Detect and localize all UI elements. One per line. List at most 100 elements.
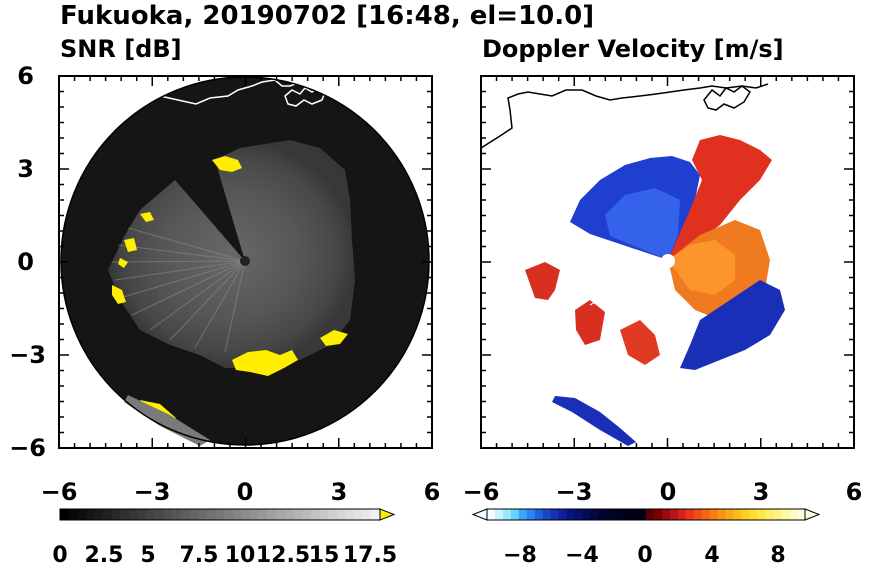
doppler-colorbar-swatch <box>487 509 496 520</box>
snr-colorbar-tick: 2.5 <box>85 543 124 568</box>
doppler-colorbar-swatch <box>638 509 647 520</box>
doppler-colorbar-swatch <box>725 509 734 520</box>
snr-colorbar-swatch <box>163 509 173 520</box>
snr-colorbar-swatch <box>172 509 182 520</box>
snr-colorbar-swatch <box>120 509 130 520</box>
snr-colorbar-swatch <box>293 509 303 520</box>
doppler-colorbar-swatch <box>646 509 655 520</box>
doppler-colorbar-swatch <box>606 509 615 520</box>
snr-patch-south-1 <box>232 350 298 376</box>
doppler-colorbar-swatch <box>733 509 742 520</box>
doppler-colorbar-swatch <box>526 509 535 520</box>
snr-ytick-label: −3 <box>9 341 46 369</box>
snr-colorbar-swatch <box>137 509 147 520</box>
doppler-colorbar-swatch <box>693 509 702 520</box>
doppler-red-west <box>525 262 560 300</box>
snr-colorbar-swatch <box>146 509 156 520</box>
snr-colorbar-swatch <box>215 509 225 520</box>
snr-x-tick-labels: −6 −3 0 3 6 <box>41 478 441 506</box>
doppler-colorbar-swatch <box>653 509 663 520</box>
doppler-colorbar-tick: 0 <box>637 543 652 568</box>
doppler-blue-northwest-inner <box>605 188 680 260</box>
snr-colorbar-swatch <box>77 509 87 520</box>
snr-colorbar-swatch <box>60 509 69 520</box>
snr-y-tick-labels: 6 3 0 −3 −6 <box>9 62 46 462</box>
snr-patch-north <box>212 156 242 172</box>
snr-patch-west-4 <box>112 285 126 304</box>
snr-ytick-label: 6 <box>17 62 34 90</box>
snr-patch-west-1 <box>140 212 154 222</box>
doppler-colorbar-swatch <box>773 509 782 520</box>
doppler-coastline <box>481 83 769 149</box>
snr-colorbar-swatch <box>181 509 191 520</box>
snr-ray-streaks <box>111 227 246 353</box>
snr-colorbar-swatch <box>310 509 320 520</box>
doppler-colorbar-swatch <box>669 509 679 520</box>
doppler-colorbar-swatch <box>797 509 806 520</box>
doppler-colorbar-tick: −8 <box>503 543 537 568</box>
doppler-orange-core <box>668 240 735 295</box>
snr-axis-ticks <box>58 75 433 449</box>
snr-colorbar-tick: 15 <box>309 543 340 568</box>
doppler-colorbar-swatch <box>622 509 631 520</box>
snr-colorbar-swatch <box>319 509 329 520</box>
doppler-colorbar-labels: −8 −4 0 4 8 <box>503 543 786 568</box>
doppler-xtick-label: −3 <box>556 478 593 506</box>
doppler-xtick-label: 3 <box>753 478 770 506</box>
snr-colorbar-swatch <box>258 509 268 520</box>
snr-ytick-label: 0 <box>17 248 34 276</box>
doppler-colorbar-extend-max <box>804 508 821 521</box>
doppler-blue-southeast <box>680 280 785 370</box>
snr-colorbar-tick: 10 <box>225 543 256 568</box>
snr-colorbar-swatch <box>241 509 251 520</box>
snr-colorbar-labels: 0 2.5 5 7.5 10 12.5 15 17.5 <box>52 543 397 568</box>
doppler-colorbar-swatch <box>630 509 639 520</box>
doppler-axis-ticks <box>480 75 855 449</box>
doppler-colorbar-swatch <box>598 509 607 520</box>
doppler-colorbar-tick: 8 <box>770 543 785 568</box>
doppler-panel: Doppler Velocity [m/s] <box>480 35 855 449</box>
snr-colorbar-tick: 5 <box>140 543 155 568</box>
doppler-colorbar-swatch <box>502 509 512 520</box>
snr-colorbar-swatch <box>155 509 165 520</box>
snr-coastline-harbor <box>284 87 326 107</box>
doppler-colorbar-swatch <box>566 509 575 520</box>
snr-colorbar-tick: 12.5 <box>256 543 310 568</box>
snr-colorbar-swatch <box>302 509 312 520</box>
snr-xtick-label: 3 <box>331 478 348 506</box>
doppler-colorbar-swatch <box>661 509 671 520</box>
figure-title: Fukuoka, 20190702 [16:48, el=10.0] <box>60 1 594 31</box>
snr-xtick-label: −3 <box>134 478 171 506</box>
snr-colorbar-swatch <box>250 509 260 520</box>
doppler-colorbar-swatch <box>542 509 551 520</box>
doppler-colorbar-swatch <box>590 509 599 520</box>
snr-colorbar-swatch <box>129 509 139 520</box>
snr-echo-region <box>108 140 355 368</box>
snr-xtick-label: −6 <box>41 478 78 506</box>
doppler-colorbar-swatch <box>558 509 567 520</box>
snr-colorbar-extend-arrow <box>379 508 396 521</box>
snr-colorbar-swatches <box>59 508 396 521</box>
doppler-radar-site <box>661 254 675 268</box>
doppler-coastline-harbor <box>703 85 751 111</box>
doppler-colorbar-swatches <box>471 508 821 521</box>
snr-colorbar-swatch <box>284 509 294 520</box>
doppler-colorbar-swatch <box>701 509 710 520</box>
snr-colorbar-swatch <box>224 509 234 520</box>
doppler-colorbar-swatch <box>677 509 687 520</box>
snr-colorbar-swatch <box>276 509 286 520</box>
snr-patch-west-2 <box>124 238 137 252</box>
snr-colorbar-swatch <box>232 509 242 520</box>
snr-colorbar-swatch <box>362 509 372 520</box>
doppler-colorbar-swatch <box>757 509 766 520</box>
doppler-colorbar-swatch <box>789 509 798 520</box>
doppler-red-southwest <box>575 300 605 345</box>
doppler-colorbar-swatch <box>614 509 623 520</box>
doppler-xtick-label: −6 <box>463 478 500 506</box>
radar-site <box>240 256 250 266</box>
doppler-colorbar-tick: 4 <box>704 543 719 568</box>
doppler-blue-far-southwest <box>552 396 636 446</box>
doppler-colorbar-swatch <box>534 509 543 520</box>
doppler-red-northeast <box>668 135 772 260</box>
snr-colorbar-swatch <box>267 509 277 520</box>
